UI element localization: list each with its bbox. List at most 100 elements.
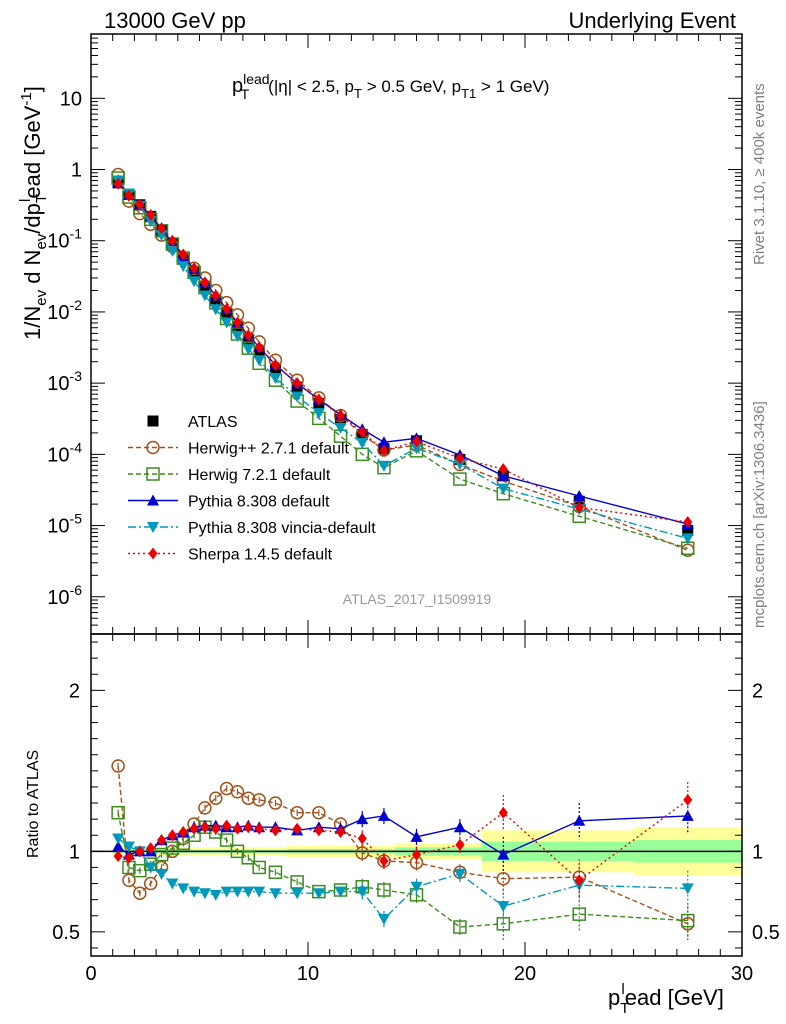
y-tick-label: 10	[60, 88, 82, 110]
ratio-plot	[91, 759, 742, 942]
point-pythia-8-308-vincia-default-5	[166, 245, 179, 257]
ratio-point-herwig-7-2-1-default-0	[111, 805, 125, 820]
ratio-point-pythia-8-308-vincia-default-10	[220, 886, 233, 898]
ratio-point-pythia-8-308-default-0	[112, 840, 125, 852]
point-pythia-8-308-vincia-default-19	[377, 460, 390, 472]
point-herwig-7-2-1-default-21	[453, 472, 467, 486]
ratio-point-sherpa-1-4-5-default-11	[232, 822, 242, 835]
ratio-point-pythia-8-308-vincia-default-0	[112, 833, 125, 845]
ratio-point-pythia-8-308-default-19	[377, 809, 390, 821]
point-pythia-8-308-default-22	[497, 469, 510, 481]
ratio-point-pythia-8-308-vincia-default-17	[334, 886, 347, 898]
ratio-ylabel: Ratio to ATLAS	[25, 750, 42, 858]
ratio-point-pythia-8-308-vincia-default-8	[198, 888, 211, 900]
point-pythia-8-308-vincia-default-14	[269, 373, 282, 385]
ratio-point-herwig-2-7-1-default-1	[122, 873, 136, 888]
ratio-point-sherpa-1-4-5-default-9	[211, 822, 221, 835]
point-pythia-8-308-vincia-default-15	[291, 391, 304, 403]
ratio-point-herwig-2-7-1-default-8	[198, 801, 212, 815]
point-sherpa-1-4-5-default-5	[167, 234, 177, 247]
point-pythia-8-308-vincia-default-8	[198, 290, 211, 302]
legend-label: Sherpa 1.4.5 default	[188, 547, 333, 564]
ratio-point-pythia-8-308-vincia-default-4	[155, 868, 168, 880]
ratio-point-sherpa-1-4-5-default-24	[683, 793, 693, 806]
legend-item-herwig-7-2-1-default: Herwig 7.2.1 default	[128, 467, 331, 484]
ratio-point-herwig-2-7-1-default-22	[496, 871, 511, 886]
point-sherpa-1-4-5-default-8	[200, 276, 210, 289]
ratio-point-herwig-7-2-1-default-21	[453, 920, 467, 934]
point-pythia-8-308-vincia-default-7	[188, 276, 201, 288]
point-pythia-8-308-vincia-default-17	[334, 422, 347, 434]
ratio-point-herwig-2-7-1-default-18	[355, 846, 369, 860]
y-tick-label: 1	[71, 160, 82, 182]
ratio-point-pythia-8-308-vincia-default-3	[144, 862, 157, 874]
legend-marker	[147, 522, 159, 533]
point-sherpa-1-4-5-default-21	[455, 452, 465, 465]
legend-marker	[146, 467, 160, 481]
point-pythia-8-308-vincia-default-10	[220, 317, 233, 329]
ratio-y-tick-label-right: 1	[752, 841, 763, 863]
point-pythia-8-308-vincia-default-4	[155, 230, 168, 242]
ratio-point-pythia-8-308-vincia-default-18	[356, 886, 369, 898]
y-tick-label: 10-1	[47, 226, 82, 253]
ratio-point-herwig-2-7-1-default-11	[230, 785, 245, 799]
selection-title: plead T (|η| < 2.5, pT > 0.5 GeV, pT1 > 1 …	[232, 71, 549, 102]
ratio-point-sherpa-1-4-5-default-2	[135, 845, 145, 858]
ratio-point-pythia-8-308-vincia-default-5	[166, 878, 179, 890]
point-sherpa-1-4-5-default-15	[292, 377, 302, 390]
legend-marker	[147, 494, 159, 506]
ratio-point-herwig-2-7-1-default-9	[209, 791, 223, 805]
mcplots-label: mcplots.cern.ch [arXiv:1306.3436]	[751, 401, 768, 628]
point-pythia-8-308-vincia-default-6	[177, 261, 190, 273]
ratio-point-herwig-2-7-1-default-12	[241, 791, 256, 805]
point-pythia-8-308-default-19	[377, 436, 390, 448]
x-tick-label: 20	[514, 963, 536, 985]
ratio-point-pythia-8-308-default-20	[410, 830, 423, 842]
point-sherpa-1-4-5-default-2	[135, 198, 145, 211]
point-sherpa-1-4-5-default-17	[336, 409, 346, 422]
ratio-point-pythia-8-308-vincia-default-1	[122, 841, 135, 853]
ratio-point-herwig-2-7-1-default-2	[133, 886, 147, 900]
x-tick-label: 10	[297, 963, 319, 985]
legend-marker	[148, 547, 158, 560]
ratio-point-herwig-7-2-1-default-5	[165, 841, 180, 855]
y-tick-label: 10-2	[47, 297, 82, 324]
point-sherpa-1-4-5-default-19	[379, 444, 389, 457]
ratio-point-sherpa-1-4-5-default-23	[574, 874, 584, 887]
ratio-point-sherpa-1-4-5-default-22	[498, 806, 508, 819]
x-tick-label: 30	[731, 963, 753, 985]
main-plot	[111, 167, 695, 558]
y-tick-label: 10-4	[47, 439, 82, 466]
legend-label: Herwig 7.2.1 default	[188, 467, 331, 484]
ratio-point-pythia-8-308-vincia-default-15	[291, 888, 304, 900]
ratio-point-sherpa-1-4-5-default-10	[222, 819, 232, 832]
ratio-point-pythia-8-308-vincia-default-13	[253, 886, 266, 898]
ratio-point-herwig-7-2-1-default-14	[268, 865, 283, 880]
point-pythia-8-308-vincia-default-24	[681, 533, 694, 545]
point-pythia-8-308-vincia-default-12	[242, 344, 255, 356]
ratio-point-herwig-7-2-1-default-15	[290, 875, 304, 889]
point-sherpa-1-4-5-default-4	[157, 222, 167, 235]
main-ylabel: 1/Nev d Nev/dpTlead [GeV-1]	[17, 86, 50, 340]
point-sherpa-1-4-5-default-22	[498, 463, 508, 476]
ratio-point-pythia-8-308-vincia-default-7	[188, 886, 201, 898]
ratio-point-pythia-8-308-vincia-default-19	[377, 913, 390, 925]
ratio-point-herwig-2-7-1-default-0	[111, 759, 125, 773]
legend-label: Pythia 8.308 default	[188, 494, 330, 511]
ratio-point-pythia-8-308-vincia-default-24	[681, 883, 694, 895]
ratio-point-herwig-7-2-1-default-23	[572, 907, 586, 921]
point-sherpa-1-4-5-default-11	[232, 316, 242, 329]
ratio-point-sherpa-1-4-5-default-15	[292, 822, 302, 835]
ratio-point-herwig-7-2-1-default-12	[241, 851, 256, 865]
point-sherpa-1-4-5-default-3	[146, 208, 156, 221]
legend-item-pythia-8-308-default: Pythia 8.308 default	[128, 494, 330, 511]
point-pythia-8-308-vincia-default-9	[209, 304, 222, 316]
ratio-point-sherpa-1-4-5-default-1	[124, 851, 134, 864]
point-atlas-24	[682, 525, 694, 537]
ratio-point-sherpa-1-4-5-default-18	[357, 832, 367, 845]
rivet-version-label: Rivet 3.1.10, ≥ 400k events	[751, 83, 768, 265]
point-pythia-8-308-vincia-default-22	[497, 483, 510, 495]
ratio-point-sherpa-1-4-5-default-12	[243, 821, 253, 834]
ratio-frame	[90, 633, 743, 957]
x-tick-label: 0	[85, 963, 96, 985]
